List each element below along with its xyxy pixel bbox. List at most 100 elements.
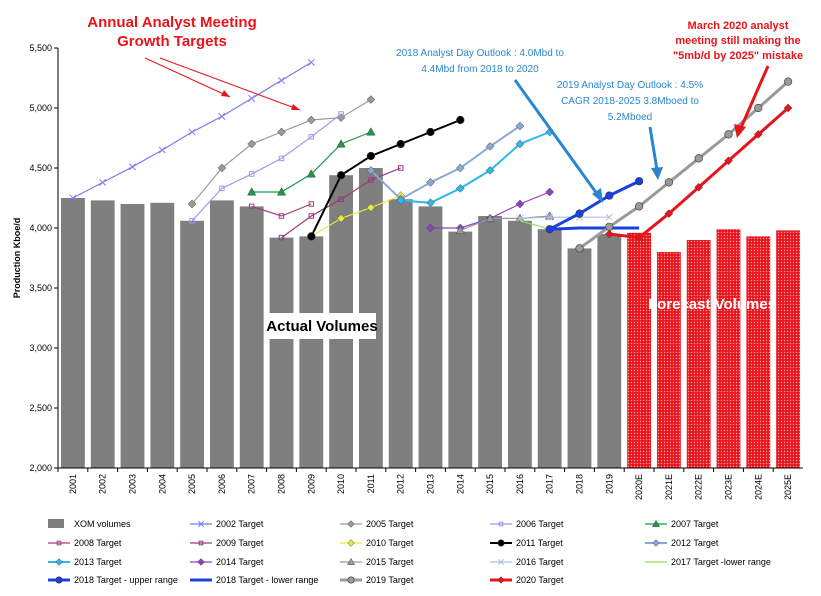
forecast-bar-2022e bbox=[686, 240, 711, 468]
series-point-2018-target-upper-range bbox=[634, 177, 644, 186]
legend-item-2019-target: 2019 Target bbox=[340, 575, 414, 585]
series-point-2016-target bbox=[605, 213, 613, 221]
series-point-2019-target bbox=[783, 77, 793, 86]
x-tick-label: 2021E bbox=[664, 474, 674, 500]
x-tick-label: 2007 bbox=[247, 474, 257, 494]
march-2020-note-line1: March 2020 analyst bbox=[688, 20, 789, 32]
series-point-2005-target bbox=[306, 115, 316, 125]
volume-bar-2016 bbox=[507, 220, 532, 468]
outlook-2019-line3: 5.2Mboed bbox=[608, 112, 652, 123]
legend-item-2011-target: 2011 Target bbox=[490, 538, 563, 548]
series-point-2002-target bbox=[248, 94, 256, 102]
legend-label: 2017 Target -lower range bbox=[671, 557, 771, 567]
legend-item-2018-target-lower-range: 2018 Target - lower range bbox=[190, 575, 318, 585]
volume-bar-2012 bbox=[388, 199, 413, 468]
series-point-2002-target bbox=[99, 178, 107, 186]
series-point-2008-target bbox=[278, 213, 285, 219]
series-point-2020-target bbox=[694, 182, 704, 192]
legend: XOM volumes 2002 Target 2005 Target 2006 Ta… bbox=[48, 519, 771, 585]
legend-item-2015-target: 2015 Target bbox=[340, 557, 414, 567]
legend-label: XOM volumes bbox=[74, 519, 131, 529]
series-point-2011-target bbox=[366, 151, 376, 161]
y-axis-label: Production Kboe/d bbox=[12, 218, 22, 299]
legend-item-2013-target: 2013 Target bbox=[48, 557, 122, 567]
series-point-2010-target bbox=[366, 203, 376, 212]
series-point-2015-target bbox=[545, 211, 555, 220]
series-point-2019-target bbox=[634, 202, 644, 211]
series-line-2006-target bbox=[191, 113, 342, 222]
legend-label: 2012 Target bbox=[671, 538, 719, 548]
legend-label: 2014 Target bbox=[216, 557, 264, 567]
legend-label: 2007 Target bbox=[671, 519, 719, 529]
legend-label: 2018 Target - lower range bbox=[216, 575, 318, 585]
legend-item-2008-target: 2008 Target bbox=[48, 538, 122, 548]
x-tick-label: 2019 bbox=[604, 474, 614, 494]
x-tick-label: 2008 bbox=[277, 474, 287, 494]
annual-meeting-arrow-2 bbox=[159, 57, 301, 111]
series-point-2002-target bbox=[218, 112, 226, 120]
march-2020-arrowhead bbox=[734, 124, 746, 138]
outlook-2018-arrowhead bbox=[592, 188, 603, 203]
series-line-2018-target-lower-range bbox=[549, 226, 640, 231]
series-line-2002-target bbox=[72, 61, 312, 199]
legend-marker bbox=[197, 558, 205, 566]
legend-item-2018-target-upper-range: 2018 Target - upper range bbox=[48, 575, 178, 585]
series-point-2020-target bbox=[664, 209, 674, 218]
series-point-2005-target bbox=[366, 95, 376, 104]
series-point-2016-target bbox=[516, 214, 524, 222]
x-tick-label: 2022E bbox=[694, 474, 704, 500]
annual-meeting-arrowhead-2 bbox=[291, 104, 300, 110]
series-point-2012-target bbox=[515, 121, 525, 131]
series-point-2018-target-upper-range bbox=[575, 209, 584, 218]
series-point-2007-target bbox=[306, 169, 316, 178]
series-point-2014-target bbox=[515, 199, 525, 209]
legend-marker bbox=[346, 557, 356, 565]
legend-marker bbox=[56, 540, 62, 546]
volume-bar-2001 bbox=[60, 198, 85, 468]
x-tick-label: 2025E bbox=[783, 474, 793, 500]
series-point-2019-target bbox=[664, 178, 674, 187]
series-point-2002-target bbox=[277, 76, 286, 84]
series-line-2016-target bbox=[519, 216, 610, 219]
legend-item-2009-target: 2009 Target bbox=[190, 538, 264, 548]
series-line-2010-target bbox=[310, 195, 401, 237]
series-point-2002-target bbox=[158, 146, 166, 154]
volume-bar-2014 bbox=[448, 231, 473, 468]
series-point-2002-target bbox=[188, 128, 196, 136]
series-point-2002-target bbox=[128, 163, 137, 171]
legend-item-2014-target: 2014 Target bbox=[190, 557, 264, 567]
legend-label: 2002 Target bbox=[216, 519, 264, 529]
lines-layer bbox=[69, 58, 793, 253]
volume-bar-2007 bbox=[239, 206, 264, 468]
series-point-2011-target bbox=[337, 171, 346, 180]
series-point-2009-target bbox=[338, 196, 344, 202]
march-2020-arrow bbox=[738, 65, 770, 131]
series-point-2011-target bbox=[396, 139, 405, 149]
volume-bar-2005 bbox=[180, 220, 205, 468]
ticks-layer: 2,000 2,500 3,000 3,500 4,000 4,500 5,000 5,500… bbox=[29, 43, 793, 500]
series-point-2006-target bbox=[189, 218, 195, 224]
outlook-2019-arrowhead bbox=[651, 167, 663, 180]
series-point-2011-target bbox=[456, 115, 465, 125]
y-tick-label: 2,500 bbox=[29, 403, 52, 413]
volume-bar-2017 bbox=[537, 229, 562, 468]
legend-item-2010-target: 2010 Target bbox=[340, 538, 414, 548]
series-point-2009-target bbox=[368, 177, 374, 183]
legend-item-2016-target: 2016 Target bbox=[490, 557, 564, 567]
volume-bar-2008 bbox=[269, 237, 294, 468]
forecast-bar-2023e bbox=[716, 229, 741, 468]
outlook-2019-line1: 2019 Analyst Day Outlook : 4.5% bbox=[557, 80, 703, 91]
series-point-2005-target bbox=[247, 139, 257, 149]
legend-label: 2005 Target bbox=[366, 519, 414, 529]
y-tick-label: 5,500 bbox=[29, 43, 52, 53]
series-line-2020-target bbox=[609, 106, 790, 240]
legend-marker bbox=[347, 520, 355, 528]
series-point-2019-target bbox=[754, 103, 763, 113]
series-point-2005-target bbox=[217, 163, 227, 173]
forecast-bar-2025e bbox=[776, 230, 801, 468]
forecast-bar-2021e bbox=[656, 252, 681, 468]
x-tick-label: 2017 bbox=[545, 474, 555, 494]
y-tick-label: 3,500 bbox=[29, 283, 52, 293]
actual-volumes-label: Actual Volumes bbox=[266, 318, 377, 335]
legend-marker bbox=[347, 576, 355, 584]
